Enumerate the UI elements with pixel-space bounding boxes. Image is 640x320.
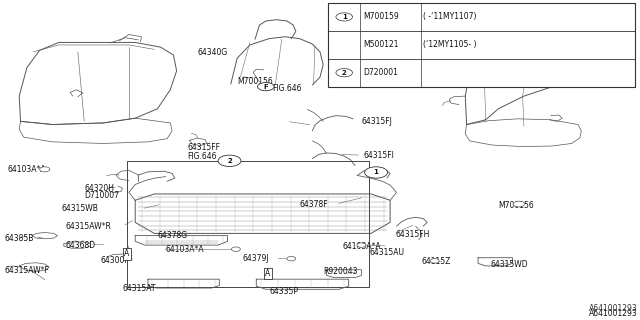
Text: 64103A*A: 64103A*A [342, 242, 381, 251]
Text: M500121: M500121 [364, 40, 399, 49]
Text: 64315FH: 64315FH [395, 229, 429, 238]
Text: 1: 1 [374, 170, 378, 175]
Text: 64115Z: 64115Z [422, 257, 451, 266]
Text: A641001293: A641001293 [589, 304, 637, 313]
Text: F: F [264, 84, 268, 90]
Text: 64315FJ: 64315FJ [362, 117, 392, 126]
Text: 64103A*A: 64103A*A [166, 245, 204, 254]
Text: 64315WB: 64315WB [62, 204, 99, 213]
Text: FIG.646: FIG.646 [272, 84, 301, 93]
Text: 64379J: 64379J [243, 254, 269, 263]
Text: 2: 2 [342, 70, 347, 76]
Text: 64378G: 64378G [157, 231, 188, 240]
Text: A641001293: A641001293 [589, 309, 637, 318]
Text: 64315WD: 64315WD [491, 260, 529, 269]
Text: D710007: D710007 [84, 191, 119, 200]
Bar [328, 3, 636, 87]
Text: A: A [124, 249, 129, 259]
Text: 64368D: 64368D [65, 241, 95, 250]
Circle shape [40, 167, 50, 172]
Text: 64315FF: 64315FF [188, 143, 220, 152]
Circle shape [257, 83, 274, 91]
Text: 64378F: 64378F [300, 200, 328, 209]
Circle shape [336, 13, 353, 21]
Text: 1: 1 [342, 14, 347, 20]
Circle shape [232, 247, 241, 252]
Text: 64315AT: 64315AT [122, 284, 156, 293]
Circle shape [357, 243, 366, 247]
Circle shape [365, 167, 388, 178]
Text: R920043: R920043 [323, 268, 358, 276]
Text: 64315FI: 64315FI [364, 151, 394, 160]
Text: 64340G: 64340G [198, 48, 228, 57]
Text: 64385B: 64385B [4, 234, 34, 243]
Text: 64300F: 64300F [100, 256, 129, 265]
Text: ( -‘11MY1107): ( -‘11MY1107) [423, 12, 477, 21]
Circle shape [430, 259, 439, 263]
Circle shape [218, 155, 241, 166]
Text: D720001: D720001 [364, 68, 398, 77]
Text: FIG.646: FIG.646 [188, 152, 217, 161]
Bar [127, 161, 369, 287]
Text: (‘12MY1105- ): (‘12MY1105- ) [423, 40, 477, 49]
Text: 64315AW*R: 64315AW*R [65, 222, 111, 231]
Circle shape [287, 256, 296, 261]
Text: 64103A*A: 64103A*A [8, 165, 46, 174]
Text: M700159: M700159 [364, 12, 399, 21]
Text: M700156: M700156 [499, 201, 534, 210]
Text: 64335P: 64335P [269, 287, 298, 296]
Text: 2: 2 [227, 158, 232, 164]
Text: 64315AW*F: 64315AW*F [4, 266, 49, 275]
Circle shape [336, 68, 353, 77]
Text: 64320H: 64320H [84, 184, 114, 193]
Text: 64315AU: 64315AU [370, 249, 404, 258]
Text: A: A [265, 269, 270, 278]
Text: M700156: M700156 [237, 77, 273, 86]
Circle shape [513, 201, 525, 207]
